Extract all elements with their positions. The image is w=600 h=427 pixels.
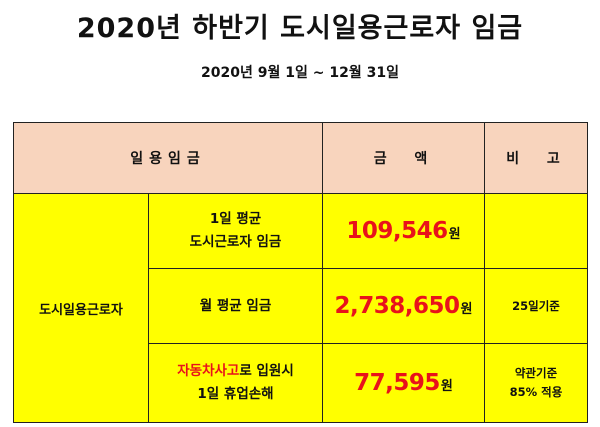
- table-row: 월 평균 임금 2,738,650원 25일기준: [14, 268, 588, 344]
- item-highlight: 자동차사고: [177, 363, 240, 379]
- note-line: 약관기준: [514, 366, 558, 380]
- table-row: 자동차사고로 입원시 1일 휴업손해 77,595원 약관기준 85% 적용: [14, 343, 588, 423]
- item-cell: 자동차사고로 입원시 1일 휴업손해: [148, 343, 323, 423]
- header-note: 비 고: [484, 122, 588, 194]
- item-line: 1일 평균: [209, 211, 262, 227]
- item-rest: 로 입원시: [239, 363, 294, 379]
- table-header-row: 일용임금 금 액 비 고: [13, 122, 588, 194]
- item-line: 월 평균 임금: [199, 297, 272, 314]
- page-title: 2020년 하반기 도시일용근로자 임금: [76, 13, 524, 44]
- header-wage: 일용임금: [13, 122, 323, 194]
- amount-cell: 2,738,650원: [322, 268, 485, 344]
- note-cell: 약관기준 85% 적용: [484, 343, 588, 423]
- period-subtitle: 2020년 9월 1일 ~ 12월 31일: [201, 65, 399, 81]
- note-cell: 25일기준: [484, 268, 588, 344]
- item-cell: 1일 평균 도시근로자 임금: [148, 193, 323, 269]
- amount-cell: 109,546원: [322, 193, 485, 269]
- amount-cell: 77,595원: [322, 343, 485, 423]
- amount-value: 77,595: [354, 370, 440, 396]
- header-note-label: 비 고: [506, 151, 566, 167]
- item-line: 1일 휴업손해: [197, 386, 274, 402]
- note-line: 25일기준: [512, 298, 560, 313]
- note-cell: [484, 193, 588, 269]
- amount-value: 109,546: [346, 218, 448, 244]
- wage-table: 일용임금 금 액 비 고 도시일용근로자 1일 평균 도시근로자 임금 109,…: [13, 122, 588, 423]
- amount-unit: 원: [440, 379, 453, 394]
- item-line: 자동차사고로 입원시: [149, 360, 322, 383]
- item-cell: 월 평균 임금: [148, 268, 323, 344]
- amount-unit: 원: [448, 227, 461, 242]
- category-cell: 도시일용근로자: [13, 193, 149, 423]
- amount-value: 2,738,650: [334, 293, 461, 319]
- item-line: 도시근로자 임금: [189, 234, 282, 250]
- header-amount: 금 액: [322, 122, 485, 194]
- table-row: 도시일용근로자 1일 평균 도시근로자 임금 109,546원: [13, 193, 588, 423]
- header-amount-label: 금 액: [373, 151, 434, 167]
- amount-unit: 원: [460, 302, 473, 317]
- note-line: 85% 적용: [509, 385, 563, 399]
